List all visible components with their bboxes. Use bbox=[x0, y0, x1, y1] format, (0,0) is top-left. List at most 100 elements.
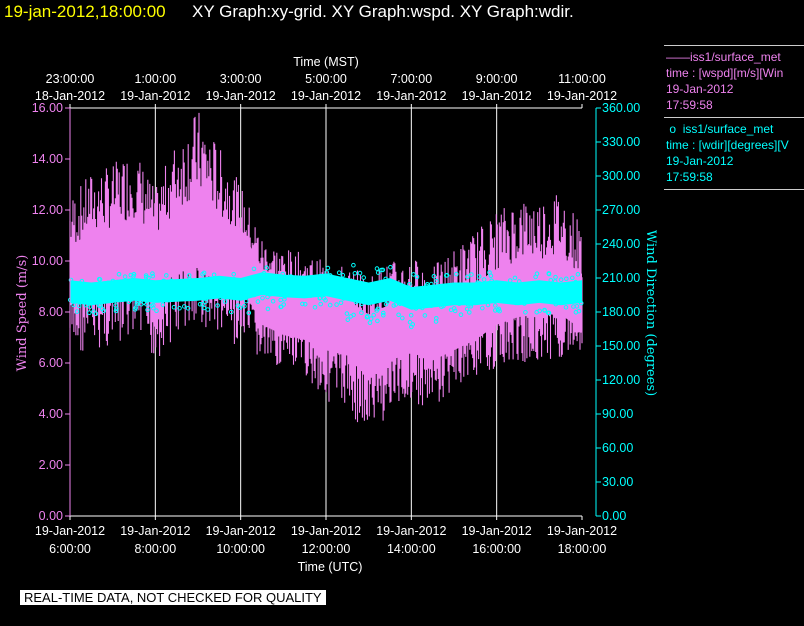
wdir-point bbox=[122, 274, 128, 280]
wdir-point bbox=[396, 312, 401, 318]
wdir-point bbox=[142, 291, 148, 296]
wdir-point bbox=[498, 285, 504, 291]
wdir-point bbox=[225, 277, 231, 283]
wdir-point bbox=[297, 292, 303, 297]
wdir-point bbox=[375, 306, 381, 312]
wdir-point bbox=[146, 283, 151, 288]
wdir-point bbox=[190, 289, 195, 294]
wdir-point bbox=[374, 266, 380, 271]
wdir-point bbox=[400, 315, 405, 321]
wdir-point bbox=[536, 281, 541, 287]
wdir-point bbox=[201, 305, 207, 311]
wdir-point bbox=[318, 301, 324, 307]
wdir-point bbox=[473, 286, 479, 291]
wdir-point bbox=[522, 301, 527, 306]
left-tick-label: 12.00 bbox=[32, 203, 63, 217]
wdir-point bbox=[553, 274, 558, 280]
wdir-point bbox=[200, 284, 206, 290]
wdir-point bbox=[543, 294, 549, 300]
legend-wspd-series-name: iss1/surface_met bbox=[690, 50, 781, 64]
wdir-point bbox=[413, 306, 419, 311]
wdir-point bbox=[310, 289, 316, 295]
wdir-point bbox=[146, 297, 151, 303]
wdir-point bbox=[368, 316, 374, 322]
wdir-point bbox=[516, 279, 522, 284]
wdir-point bbox=[375, 318, 380, 324]
wdir-point bbox=[575, 272, 581, 277]
wdir-point bbox=[96, 276, 102, 282]
wdir-point bbox=[351, 262, 356, 268]
legend-wspd-variable: time : [wspd][m/s][Win bbox=[666, 66, 784, 80]
wdir-point bbox=[512, 275, 518, 281]
wdir-point bbox=[434, 278, 439, 284]
wdir-point bbox=[353, 299, 359, 305]
wdir-point bbox=[319, 291, 324, 296]
wdir-point bbox=[71, 287, 76, 292]
wdir-point bbox=[429, 281, 434, 287]
wdir-point bbox=[385, 287, 390, 293]
wdir-point bbox=[205, 307, 211, 312]
wdir-point bbox=[199, 289, 205, 294]
wdir-point bbox=[93, 311, 99, 317]
wdir-point bbox=[553, 301, 559, 307]
wdir-point bbox=[452, 308, 458, 314]
wdir-point bbox=[534, 271, 540, 277]
wdir-point bbox=[360, 287, 366, 293]
wdir-point bbox=[164, 273, 169, 278]
wdir-point bbox=[470, 298, 475, 303]
bottom-tick-date: 19-Jan-2012 bbox=[120, 524, 190, 538]
wdir-point bbox=[151, 302, 156, 308]
wdir-point bbox=[185, 306, 191, 311]
wdir-point bbox=[325, 265, 331, 271]
wspd-core-band bbox=[70, 207, 582, 371]
wdir-point bbox=[324, 270, 330, 275]
legend-wspd[interactable]: ——iss1/surface_met time : [wspd][m/s][Wi… bbox=[664, 45, 804, 118]
wdir-point bbox=[548, 277, 554, 283]
wdir-point bbox=[572, 296, 577, 302]
wdir-point bbox=[145, 307, 150, 313]
left-tick-label: 2.00 bbox=[39, 458, 63, 472]
wdir-point bbox=[491, 281, 497, 287]
wdir-point bbox=[463, 292, 468, 297]
wdir-point bbox=[128, 272, 134, 278]
wdir-point bbox=[76, 303, 82, 309]
wdir-point bbox=[229, 309, 234, 315]
legend-wdir-date: 19-Jan-2012 bbox=[666, 154, 734, 168]
wdir-point bbox=[182, 304, 187, 309]
wdir-point bbox=[574, 281, 579, 287]
wdir-point bbox=[424, 283, 429, 289]
wdir-point bbox=[347, 290, 353, 296]
wdir-point bbox=[313, 285, 318, 291]
wdir-point bbox=[385, 299, 390, 305]
quality-note: REAL-TIME DATA, NOT CHECKED FOR QUALITY bbox=[20, 590, 326, 605]
wdir-point bbox=[160, 302, 166, 308]
wdir-point bbox=[409, 324, 414, 330]
wdir-point bbox=[359, 301, 364, 307]
wdir-point bbox=[351, 312, 356, 318]
legend: ——iss1/surface_met time : [wspd][m/s][Wi… bbox=[664, 45, 804, 190]
wdir-point bbox=[110, 298, 115, 303]
wdir-point bbox=[571, 304, 576, 309]
wdir-point bbox=[300, 301, 305, 307]
top-tick-time: 23:00:00 bbox=[46, 72, 95, 86]
header-datetime: 19-jan-2012,18:00:00 bbox=[4, 2, 166, 21]
wdir-point bbox=[482, 289, 488, 294]
legend-wdir[interactable]: o iss1/surface_met time : [wdir][degrees… bbox=[664, 118, 804, 190]
wdir-point bbox=[461, 299, 467, 305]
bottom-tick-time: 16:00:00 bbox=[472, 542, 521, 556]
bottom-tick-time: 12:00:00 bbox=[302, 542, 351, 556]
bottom-tick-time: 10:00:00 bbox=[216, 542, 265, 556]
wdir-point bbox=[546, 271, 552, 276]
wdir-point bbox=[261, 283, 266, 289]
bottom-tick-date: 19-Jan-2012 bbox=[291, 524, 361, 538]
wdir-point bbox=[506, 299, 512, 304]
wdir-point bbox=[489, 278, 495, 284]
wdir-point bbox=[546, 310, 552, 316]
wdir-point bbox=[334, 293, 339, 299]
wdir-point bbox=[352, 271, 358, 276]
wdir-point bbox=[221, 288, 227, 293]
bottom-axis-label: Time (UTC) bbox=[298, 560, 363, 574]
wdir-point bbox=[327, 273, 333, 278]
wdir-point bbox=[278, 304, 284, 310]
